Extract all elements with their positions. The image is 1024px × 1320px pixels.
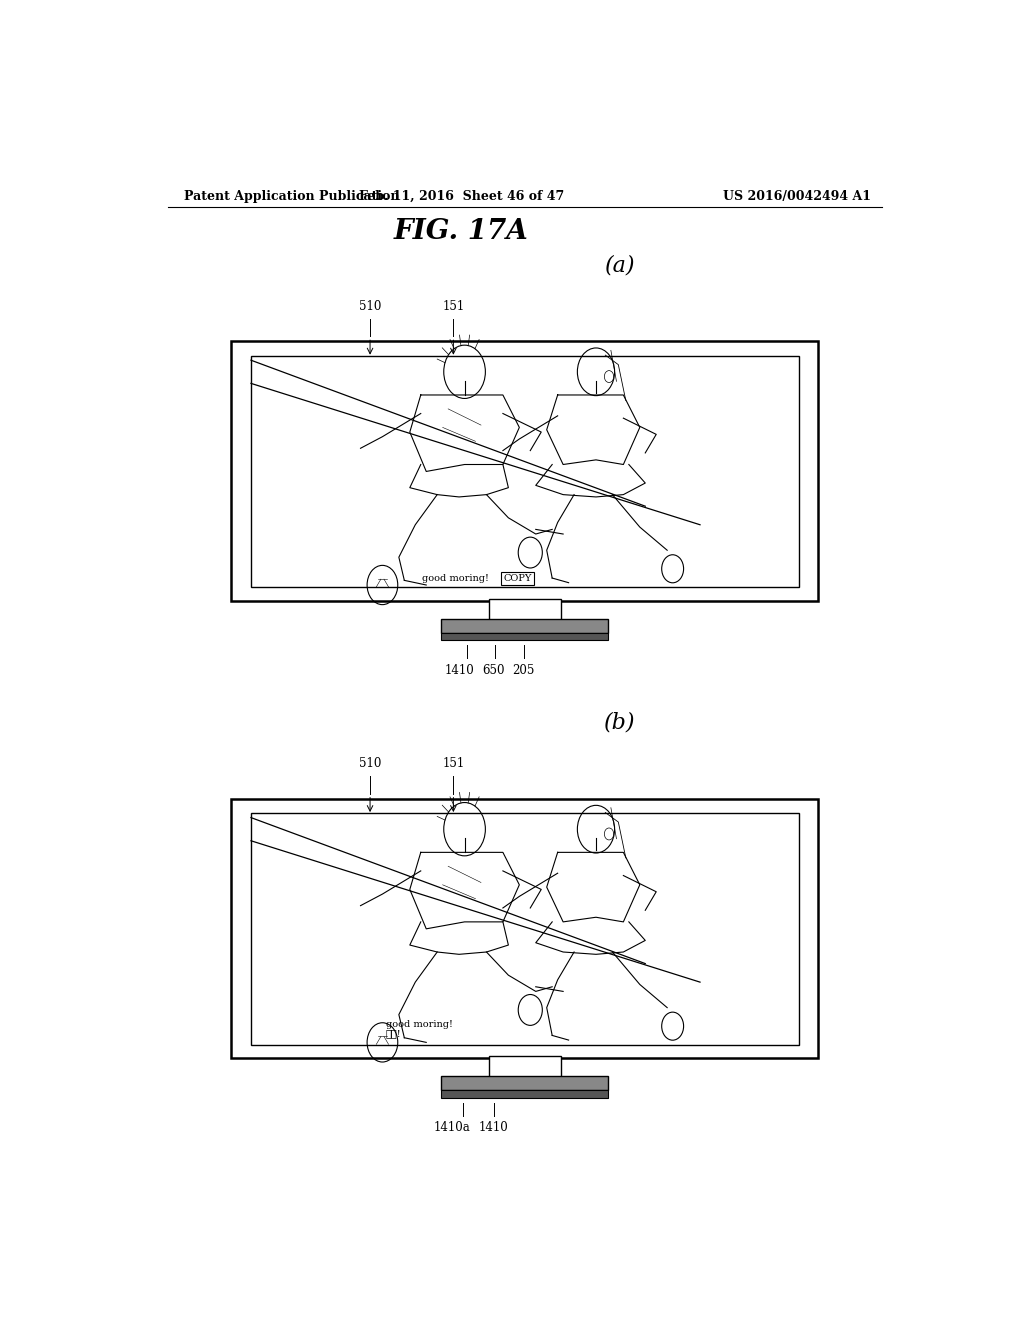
Text: (b): (b) <box>604 711 636 734</box>
Bar <box>441 1076 608 1090</box>
Text: Feb. 11, 2016  Sheet 46 of 47: Feb. 11, 2016 Sheet 46 of 47 <box>358 190 564 202</box>
Text: FIG. 17A: FIG. 17A <box>394 218 528 246</box>
Text: 1410: 1410 <box>479 1121 509 1134</box>
Bar <box>441 634 608 640</box>
Text: 205: 205 <box>512 664 535 677</box>
Bar <box>441 619 608 634</box>
Text: 1410a: 1410a <box>433 1121 470 1134</box>
Text: Patent Application Publication: Patent Application Publication <box>183 190 399 202</box>
Text: 151: 151 <box>442 758 465 771</box>
Bar <box>251 355 799 587</box>
Text: 1410: 1410 <box>444 664 474 677</box>
Bar <box>251 813 799 1044</box>
Bar <box>231 342 818 601</box>
Bar <box>231 799 818 1057</box>
Text: 151: 151 <box>442 300 465 313</box>
Bar <box>489 1056 560 1078</box>
Text: 안녕!: 안녕! <box>386 1030 401 1038</box>
Bar <box>489 598 560 620</box>
Text: COPY: COPY <box>504 574 531 582</box>
Text: good moring!: good moring! <box>386 1020 453 1028</box>
Text: 650: 650 <box>482 664 505 677</box>
Bar <box>441 1090 608 1097</box>
Text: good moring!: good moring! <box>422 574 488 582</box>
Text: 510: 510 <box>358 758 381 771</box>
Text: US 2016/0042494 A1: US 2016/0042494 A1 <box>723 190 871 202</box>
Text: (a): (a) <box>605 255 635 276</box>
Text: 510: 510 <box>358 300 381 313</box>
